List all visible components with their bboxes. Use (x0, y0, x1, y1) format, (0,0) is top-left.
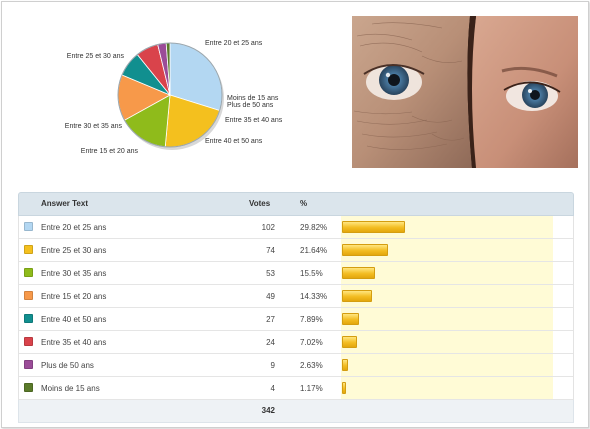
answer-text: Entre 40 et 50 ans (41, 315, 107, 324)
vote-count: 9 (270, 361, 275, 370)
vote-percent: 21.64% (300, 246, 328, 255)
vote-count: 53 (266, 269, 275, 278)
answer-text-header: Answer Text (41, 199, 88, 208)
vote-count: 24 (266, 338, 275, 347)
answer-text: Moins de 15 ans (41, 384, 100, 393)
vote-count: 27 (266, 315, 275, 324)
vote-percent: 29.82% (300, 223, 328, 232)
answer-text: Entre 30 et 35 ans (41, 269, 107, 278)
pie-slice-label: Entre 15 et 20 ans (81, 148, 139, 155)
table-row: Entre 15 et 20 ans 49 14.33% (19, 285, 573, 308)
votes-header: Votes (249, 199, 271, 208)
pie-outline (117, 42, 223, 148)
vote-percent: 2.63% (300, 361, 323, 370)
faces-photo-image (352, 16, 578, 168)
color-swatch (24, 383, 33, 392)
vote-count: 102 (261, 223, 275, 232)
answer-text: Entre 15 et 20 ans (41, 292, 107, 301)
pie-slice-label: Plus de 50 ans (227, 102, 274, 109)
vote-percent: 7.89% (300, 315, 323, 324)
table-row: Entre 20 et 25 ans 102 29.82% (19, 216, 573, 239)
table-body: Entre 20 et 25 ans 102 29.82% Entre 25 e… (18, 216, 574, 400)
color-swatch (24, 337, 33, 346)
pie-slice-label: Moins de 15 ans (227, 95, 279, 102)
table-row: Entre 25 et 30 ans 74 21.64% (19, 239, 573, 262)
pie-slice-label: Entre 20 et 25 ans (205, 40, 263, 47)
result-bar (342, 267, 375, 279)
color-swatch (24, 314, 33, 323)
total-votes: 342 (261, 406, 275, 415)
table-row: Entre 30 et 35 ans 53 15.5% (19, 262, 573, 285)
vote-count: 74 (266, 246, 275, 255)
pie-slice-label: Entre 35 et 40 ans (225, 117, 283, 124)
answer-text: Plus de 50 ans (41, 361, 94, 370)
results-table: Answer Text Votes % Entre 20 et 25 ans 1… (18, 192, 574, 423)
percent-header: % (300, 199, 308, 208)
result-bar (342, 382, 346, 394)
pie-slice-label: Entre 30 et 35 ans (65, 123, 123, 130)
result-bar (342, 359, 348, 371)
color-swatch (24, 291, 33, 300)
vote-percent: 14.33% (300, 292, 328, 301)
color-swatch (24, 222, 33, 231)
vote-percent: 7.02% (300, 338, 323, 347)
table-row: Plus de 50 ans 9 2.63% (19, 354, 573, 377)
result-bar (342, 336, 357, 348)
result-bar (342, 221, 405, 233)
table-row: Entre 40 et 50 ans 27 7.89% (19, 308, 573, 331)
table-header: Answer Text Votes % (18, 192, 574, 216)
pie-chart-svg: Entre 20 et 25 ans Entre 25 et 30 ans Entr… (65, 40, 283, 155)
color-swatch (24, 360, 33, 369)
table-footer: 342 (18, 400, 574, 423)
color-swatch (24, 268, 33, 277)
vote-percent: 15.5% (300, 269, 323, 278)
pie-slice-label: Entre 40 et 50 ans (205, 138, 263, 145)
color-swatch (24, 245, 33, 254)
result-bar (342, 313, 359, 325)
answer-text: Entre 20 et 25 ans (41, 223, 107, 232)
table-row: Entre 35 et 40 ans 24 7.02% (19, 331, 573, 354)
pie-chart: Entre 20 et 25 ans Entre 25 et 30 ans Entr… (12, 12, 342, 172)
pie-slice-label: Entre 25 et 30 ans (67, 53, 125, 60)
answer-text: Entre 25 et 30 ans (41, 246, 107, 255)
vote-count: 49 (266, 292, 275, 301)
vote-percent: 1.17% (300, 384, 323, 393)
table-row: Moins de 15 ans 4 1.17% (19, 377, 573, 400)
vote-count: 4 (270, 384, 275, 393)
faces-photo (352, 16, 578, 168)
answer-text: Entre 35 et 40 ans (41, 338, 107, 347)
result-bar (342, 290, 372, 302)
result-bar (342, 244, 388, 256)
